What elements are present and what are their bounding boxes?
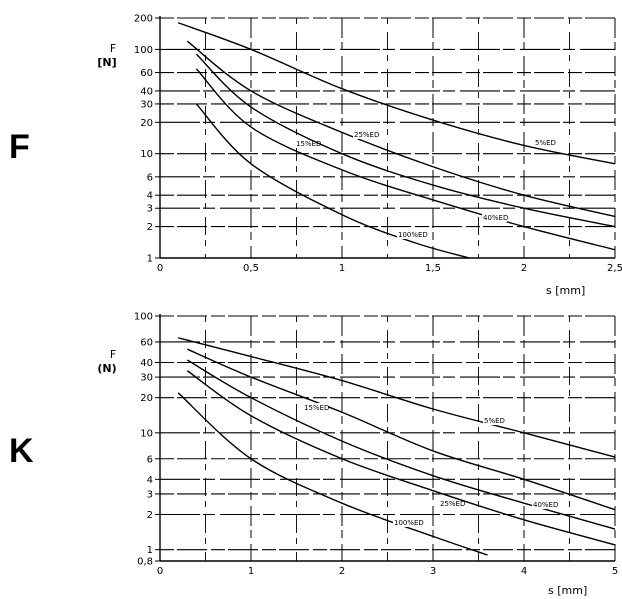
y-tick-label: 60 [140,68,153,79]
y-tick-label: 1 [147,254,153,265]
y-tick-label: 60 [140,337,153,348]
x-tick-label: 0 [157,566,163,577]
y-tick-label: 10 [140,428,153,439]
series-label: 40%ED [483,214,508,222]
series-label-bg [303,403,328,412]
series-line [178,337,616,458]
series-label-bg [353,130,378,139]
series-line [186,40,616,218]
x-tick-label: 1 [339,263,345,274]
series-label-bg [483,416,504,425]
y-tick-label: 10 [140,149,153,160]
series-label-bg [295,139,320,148]
panel-letter-f: F [9,128,30,166]
y-tick-label: 100 [134,312,153,323]
series-label: 5%ED [484,417,505,425]
series-label: 100%ED [394,519,424,527]
x-tick-label: 1 [248,566,254,577]
panel-letter-k: K [9,432,34,470]
series-line [195,103,470,259]
y-axis-unit: (N) [97,362,116,375]
series-label-bg [439,499,464,508]
x-tick-label: 1,5 [425,263,441,274]
y-tick-label: 40 [140,358,153,369]
series-label: 15%ED [296,140,321,148]
series-label: 100%ED [398,231,428,239]
x-tick-label: 4 [521,566,527,577]
y-tick-label: 2 [147,510,153,521]
y-tick-label: 100 [134,45,153,56]
y-tick-label: 3 [147,489,153,500]
series-line [186,370,616,546]
series-line [187,348,616,511]
series-label-bg [532,500,557,509]
series-line [177,22,616,165]
series-label-bg [393,518,423,527]
y-axis-title: F [110,348,116,361]
y-tick-label: 3 [147,204,153,215]
y-axis-unit: [N] [97,56,116,69]
y-tick-label: 1 [147,545,153,556]
series-label-bg [482,213,507,222]
series-label: 5%ED [535,139,556,147]
series-label-bg [534,138,555,147]
y-tick-label: 200 [134,14,153,25]
series-line [195,53,616,228]
x-tick-label: 2 [339,566,345,577]
x-tick-label: 2,5 [607,263,622,274]
y-tick-label: 40 [140,86,153,97]
x-tick-label: 3 [430,566,436,577]
x-tick-label: 0,5 [243,263,259,274]
series-label: 40%ED [533,501,558,509]
series-label-bg [397,230,427,239]
series-label: 25%ED [354,131,379,139]
y-tick-label: 0,8 [137,557,153,568]
series-line [195,68,616,251]
y-tick-label: 6 [147,454,153,465]
x-tick-label: 0 [157,263,163,274]
y-tick-label: 4 [147,475,153,486]
y-axis-title: F [110,42,116,55]
series-label: 25%ED [440,500,465,508]
y-tick-label: 4 [147,191,153,202]
y-tick-label: 6 [147,172,153,183]
x-tick-label: 5 [612,566,618,577]
y-tick-label: 20 [140,118,153,129]
x-axis-title: s [mm] [546,284,585,297]
y-tick-label: 20 [140,393,153,404]
x-tick-label: 2 [521,263,527,274]
series-line [177,392,488,556]
chart-f: 1 2 3 4 6 10 20 30 40 60 100 200 0 0,5 1 1,5 2 2,5 F[N] s [… [97,14,622,298]
series-label: 15%ED [304,404,329,412]
x-axis-title: s [mm] [548,584,587,597]
y-tick-label: 30 [140,99,153,110]
y-tick-label: 2 [147,222,153,233]
y-tick-label: 30 [140,373,153,384]
